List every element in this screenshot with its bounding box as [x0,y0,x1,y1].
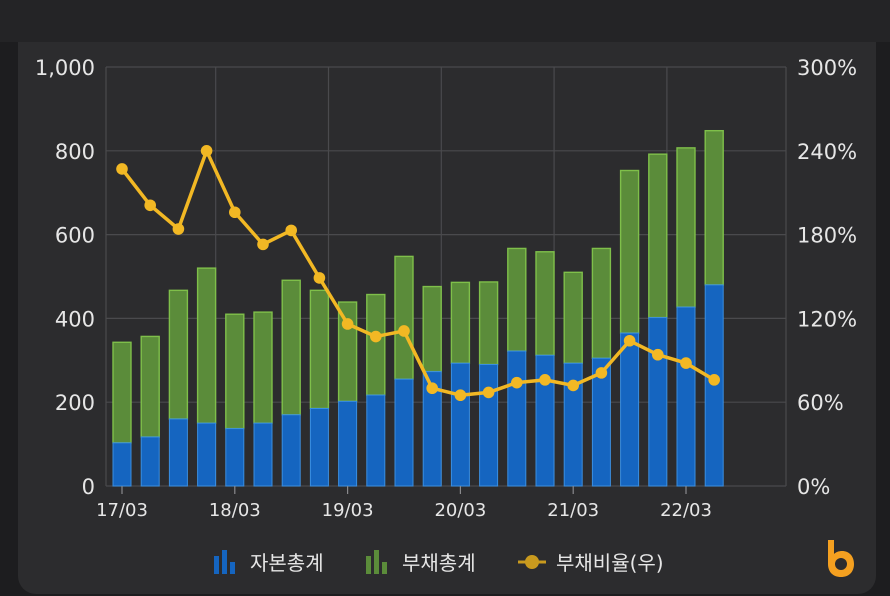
ratio-point [567,379,579,392]
y-right-tick-label: 60% [797,391,844,415]
y-right-tick-label: 300% [797,56,857,80]
bar-liability [704,129,724,286]
legend-equity-label: 자본총계 [250,550,324,575]
ratio-point [144,199,156,212]
ratio-point [652,348,664,361]
bar-liability [507,247,527,352]
bar-liability [309,289,330,410]
bar-liability [422,285,442,373]
ratio-point [285,224,298,237]
bar-liability [225,313,245,430]
y-right-tick-label: 180% [797,224,857,248]
y-left-tick-label: 200 [55,391,95,415]
ratio-point [257,238,269,251]
y-left-tick-label: 600 [55,224,95,248]
ratio-point [539,374,551,386]
bar-equity [225,428,245,487]
bar-liability [168,289,189,420]
x-tick-label: 20/03 [434,500,486,521]
bar-equity [112,442,132,487]
bar-liability [648,153,668,319]
legend-item-ratio[interactable]: 부채비율(우) [516,546,664,576]
bar-liability [394,255,414,380]
x-tick-label: 21/03 [547,500,599,521]
bar-equity [620,332,640,487]
chart-svg: 0 0% 200 60% 400 120% 600 180% 800 240% 1,000 300% 1… [35,56,857,521]
legend-ratio-label: 부채비율(우) [556,550,664,575]
ratio-line [120,149,716,397]
b-logo-icon [828,540,854,577]
bar-equity [591,357,611,487]
line-layer [116,145,720,402]
ratio-point [116,163,128,175]
bar-liability [535,251,555,356]
bar-equity [450,362,470,487]
ratio-point [229,206,241,219]
bar-liability [112,341,132,444]
bar-equity [535,354,555,487]
legend-liability-icon [366,550,387,574]
bar-equity [168,418,188,487]
legend-equity-icon [214,550,235,574]
ratio-point [680,357,692,369]
x-tick-label: 17/03 [96,500,148,521]
bar-liability [676,147,696,308]
ratio-point [482,386,495,399]
y-right-tick-label: 0% [797,475,830,499]
y-right-tick-label: 120% [797,307,857,331]
legend-ratio-icon [518,555,546,569]
ratio-point [708,374,720,386]
bar-equity [309,407,329,487]
ratio-point [313,272,326,284]
ratio-point [370,330,382,343]
ratio-point [398,325,410,337]
bar-liability [366,293,386,396]
ratio-point [200,145,213,157]
ratio-point [511,376,523,389]
bar-liability [619,169,640,334]
bar-liability [196,267,217,424]
ratio-point [426,382,439,395]
bar-liability [281,279,301,416]
axis-layer: 0 0% 200 60% 400 120% 600 180% 800 240% 1,000 300% 1… [35,56,857,521]
bar-equity [281,414,301,487]
y-left-tick-label: 800 [55,140,95,164]
bar-equity [479,363,499,487]
bar-equity [676,306,696,487]
legend-item-liability[interactable]: 부채총계 [364,546,476,576]
x-tick-label: 22/03 [660,500,712,521]
bar-liability [253,311,273,424]
ratio-point [454,389,467,402]
y-right-tick-label: 240% [797,140,857,164]
bar-liability [140,335,160,438]
ratio-point [623,334,636,347]
bar-equity [394,378,414,487]
bar-equity [197,422,217,487]
bar-equity [140,436,160,487]
ratio-point [595,367,608,379]
bar-liability [450,281,471,364]
x-tick-label: 18/03 [209,500,261,521]
ratio-point [172,223,185,235]
ratio-point [341,318,354,330]
legend-liability-label: 부채총계 [402,550,476,575]
y-left-tick-label: 0 [82,475,95,499]
y-left-tick-label: 1,000 [35,56,95,80]
x-tick-label: 19/03 [322,500,374,521]
bar-equity [338,400,358,487]
bar-equity [366,394,386,487]
bars-layer [112,129,724,487]
y-left-tick-label: 400 [55,307,95,331]
bar-equity [648,317,668,487]
bar-equity [422,371,442,487]
legend-item-equity[interactable]: 자본총계 [212,546,324,576]
bar-liability [478,281,499,366]
bar-equity [253,422,273,487]
top-bar [0,0,890,42]
bar-liability [563,271,583,364]
bar-equity [507,350,527,487]
bar-liability [591,247,612,359]
chart-legend: 자본총계 부채총계 부채비율(우) [0,540,890,580]
